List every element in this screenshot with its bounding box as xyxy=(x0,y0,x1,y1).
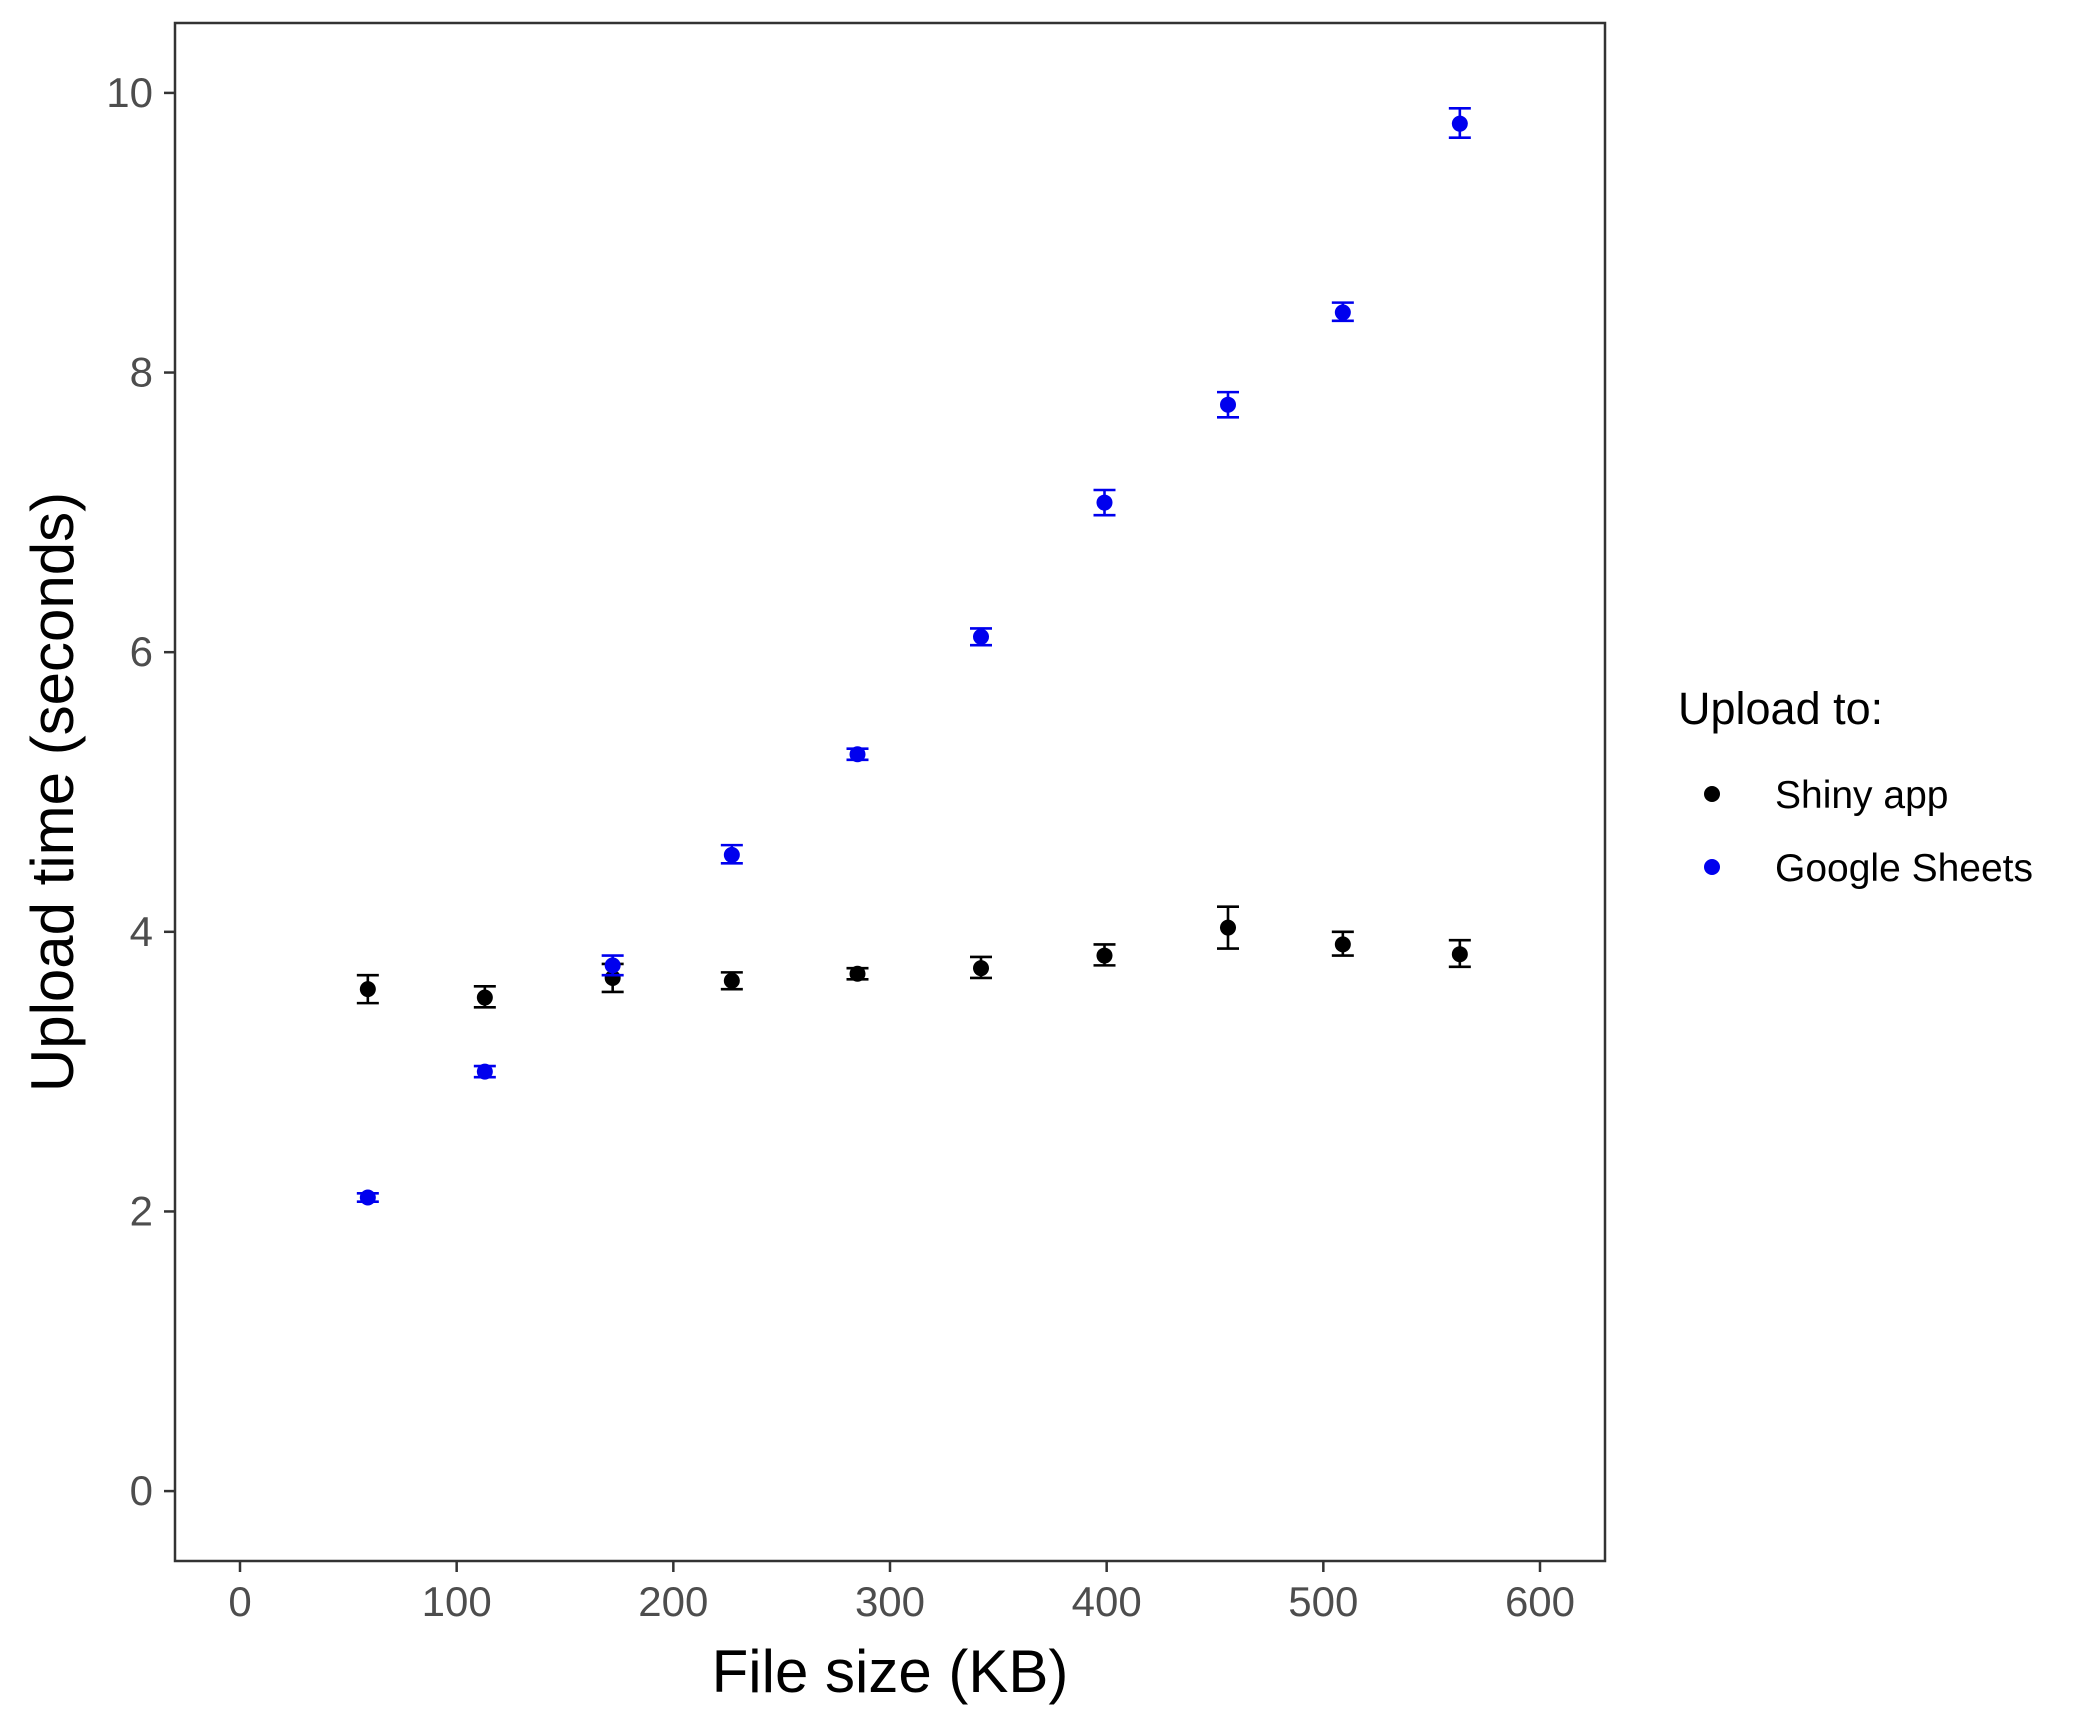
legend-label: Shiny app xyxy=(1775,774,1948,817)
x-tick-label: 200 xyxy=(638,1578,708,1625)
data-point xyxy=(973,628,989,645)
data-point xyxy=(359,981,376,998)
x-tick-label: 600 xyxy=(1505,1578,1575,1625)
data-point xyxy=(476,989,493,1006)
data-point xyxy=(723,972,740,989)
y-tick-label: 4 xyxy=(130,908,153,955)
x-tick-label: 100 xyxy=(422,1578,492,1625)
y-axis: 0 2 4 6 8 10 xyxy=(106,69,175,1514)
y-tick-label: 10 xyxy=(106,69,153,116)
data-point xyxy=(476,1063,493,1080)
x-tick-label: 400 xyxy=(1072,1578,1142,1625)
legend: Upload to: Shiny app Google Sheets xyxy=(1678,683,2033,890)
y-axis-title: Upload time (seconds) xyxy=(19,492,86,1092)
data-point xyxy=(359,1189,376,1206)
x-axis-title: File size (KB) xyxy=(712,1638,1069,1705)
data-point xyxy=(1220,919,1236,936)
data-point xyxy=(1451,946,1468,963)
data-point xyxy=(1220,396,1236,413)
data-point xyxy=(604,957,621,974)
legend-key xyxy=(1704,859,1720,875)
x-tick-label: 0 xyxy=(228,1578,251,1625)
x-tick-label: 300 xyxy=(855,1578,925,1625)
data-point xyxy=(1096,494,1113,511)
legend-key xyxy=(1704,786,1720,802)
data-point xyxy=(849,746,866,763)
data-point xyxy=(973,960,989,977)
data-point xyxy=(1334,936,1351,953)
data-point xyxy=(849,965,866,982)
series-google-sheets xyxy=(356,106,1471,1206)
plot-marks xyxy=(356,106,1471,1206)
legend-label: Google Sheets xyxy=(1775,847,2033,890)
legend-title: Upload to: xyxy=(1678,683,1883,734)
data-point xyxy=(1451,115,1468,132)
x-tick-label: 500 xyxy=(1288,1578,1358,1625)
data-point xyxy=(723,846,740,863)
y-tick-label: 6 xyxy=(130,628,153,675)
data-point xyxy=(1334,304,1351,321)
data-point xyxy=(1096,947,1113,964)
y-tick-label: 8 xyxy=(130,349,153,396)
y-tick-label: 0 xyxy=(130,1467,153,1514)
y-tick-label: 2 xyxy=(130,1187,153,1234)
x-axis: 0 100 200 300 400 500 600 xyxy=(228,1561,1575,1625)
